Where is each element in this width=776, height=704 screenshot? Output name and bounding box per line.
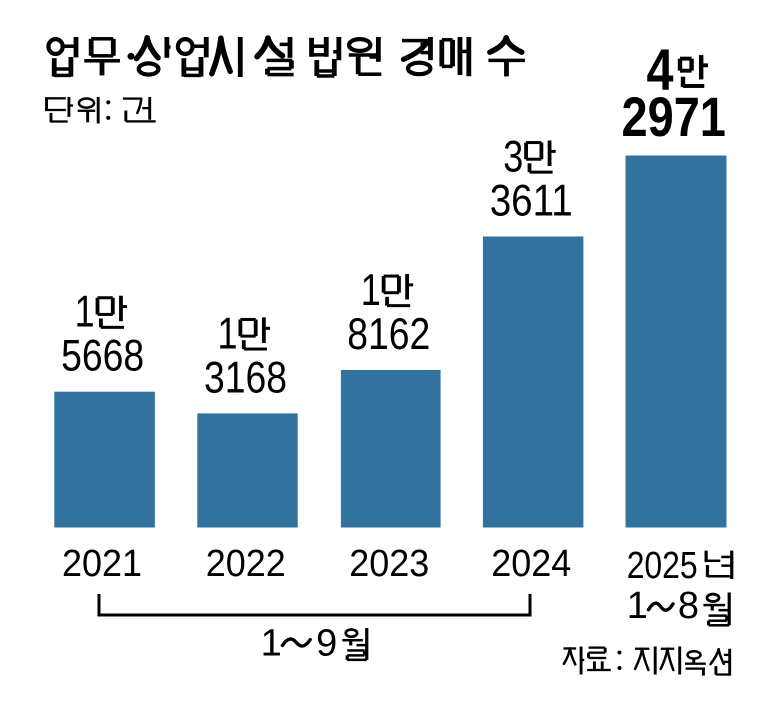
svg-text:1: 1 [75, 288, 95, 337]
svg-text:3168: 3168 [204, 353, 287, 402]
svg-text:2021: 2021 [62, 542, 142, 584]
svg-text:1: 1 [261, 623, 282, 665]
svg-text:8162: 8162 [347, 310, 430, 359]
svg-text:2024: 2024 [491, 542, 571, 584]
svg-text:8: 8 [678, 585, 699, 627]
svg-text:9: 9 [316, 623, 337, 665]
svg-text:4: 4 [647, 38, 674, 103]
svg-text:1: 1 [361, 266, 381, 315]
svg-text:2022: 2022 [206, 542, 286, 584]
svg-text:3611: 3611 [490, 177, 573, 226]
svg-text:1: 1 [218, 309, 238, 358]
svg-text:5668: 5668 [61, 332, 144, 381]
svg-text:3: 3 [503, 133, 523, 182]
svg-text:2025: 2025 [627, 545, 698, 587]
svg-text:2971: 2971 [622, 86, 726, 148]
svg-text:1: 1 [627, 585, 648, 627]
svg-text:2023: 2023 [349, 542, 429, 584]
